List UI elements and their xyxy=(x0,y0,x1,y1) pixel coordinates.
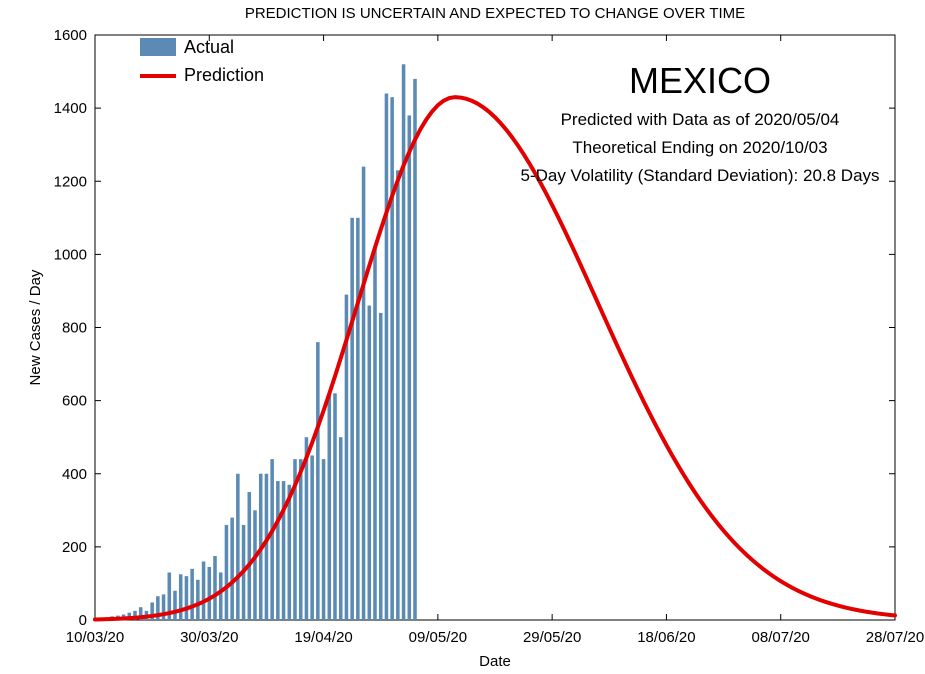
x-tick-label: 10/03/20 xyxy=(66,629,124,646)
actual-bar xyxy=(385,94,389,621)
x-tick-label: 28/07/20 xyxy=(866,629,924,646)
actual-bar xyxy=(328,393,332,620)
actual-bar xyxy=(282,481,286,620)
y-axis-label: New Cases / Day xyxy=(27,269,44,385)
annotation-line: Theoretical Ending on 2020/10/03 xyxy=(572,138,827,157)
x-tick-label: 09/05/20 xyxy=(409,629,467,646)
actual-bar xyxy=(265,474,269,620)
y-tick-label: 600 xyxy=(62,393,87,410)
chart-container: PREDICTION IS UNCERTAIN AND EXPECTED TO … xyxy=(0,0,925,674)
annotation-line: 5-Day Volatility (Standard Deviation): 2… xyxy=(520,166,879,185)
y-tick-label: 1600 xyxy=(54,27,87,44)
annotation-title: MEXICO xyxy=(629,60,771,101)
x-axis-label: Date xyxy=(479,653,511,670)
actual-bar xyxy=(396,170,400,620)
annotation-line: Predicted with Data as of 2020/05/04 xyxy=(561,110,840,129)
actual-bar xyxy=(333,393,337,620)
actual-bar xyxy=(196,580,200,620)
x-tick-label: 18/06/20 xyxy=(637,629,695,646)
actual-bar xyxy=(339,437,343,620)
y-tick-label: 1400 xyxy=(54,100,87,117)
chart-bg xyxy=(0,0,925,674)
x-tick-label: 30/03/20 xyxy=(180,629,238,646)
actual-bar xyxy=(408,115,412,620)
y-tick-label: 1200 xyxy=(54,173,87,190)
chart-svg: PREDICTION IS UNCERTAIN AND EXPECTED TO … xyxy=(0,0,925,674)
chart-title: PREDICTION IS UNCERTAIN AND EXPECTED TO … xyxy=(245,5,745,22)
actual-bar xyxy=(219,572,223,620)
actual-bar xyxy=(368,306,372,620)
actual-bar xyxy=(316,342,320,620)
actual-bar xyxy=(230,518,234,620)
actual-bar xyxy=(248,492,252,620)
legend-label: Prediction xyxy=(184,65,264,85)
actual-bar xyxy=(299,459,303,620)
actual-bar xyxy=(190,569,194,620)
y-tick-label: 800 xyxy=(62,320,87,337)
actual-bar xyxy=(413,79,417,620)
actual-bar xyxy=(185,576,189,620)
actual-bar xyxy=(322,459,326,620)
actual-bar xyxy=(356,218,360,620)
actual-bar xyxy=(213,556,217,620)
actual-bar xyxy=(202,562,206,621)
y-tick-label: 200 xyxy=(62,539,87,556)
actual-bar xyxy=(373,247,377,620)
actual-bar xyxy=(253,510,257,620)
legend-swatch-actual xyxy=(140,38,176,56)
actual-bar xyxy=(208,567,212,620)
actual-bar xyxy=(173,591,177,620)
actual-bar xyxy=(270,459,274,620)
actual-bar xyxy=(236,474,240,620)
actual-bar xyxy=(390,97,394,620)
y-tick-label: 400 xyxy=(62,466,87,483)
actual-bar xyxy=(310,455,314,620)
actual-bar xyxy=(276,481,280,620)
y-tick-label: 0 xyxy=(79,612,87,629)
actual-bar xyxy=(379,313,383,620)
actual-bar xyxy=(402,64,406,620)
actual-bar xyxy=(350,218,354,620)
actual-bar xyxy=(225,525,229,620)
actual-bar xyxy=(179,574,183,620)
legend-label: Actual xyxy=(184,37,234,57)
actual-bar xyxy=(362,167,366,620)
x-tick-label: 29/05/20 xyxy=(523,629,581,646)
x-tick-label: 08/07/20 xyxy=(752,629,810,646)
y-tick-label: 1000 xyxy=(54,246,87,263)
x-tick-label: 19/04/20 xyxy=(294,629,352,646)
